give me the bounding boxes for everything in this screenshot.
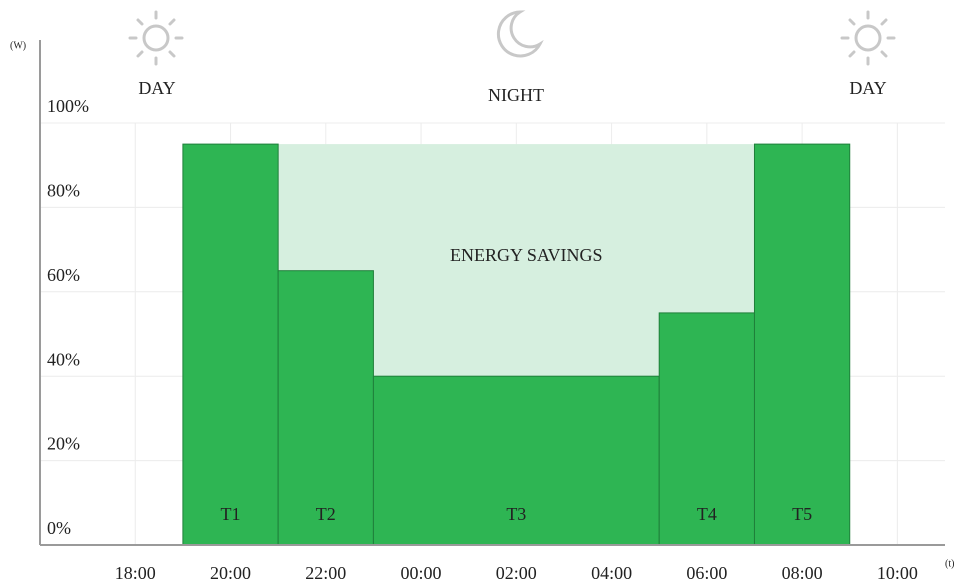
sun-disc [142, 24, 170, 52]
x-axis-unit: (t) [945, 558, 954, 569]
x-tick-label: 08:00 [782, 563, 823, 583]
bar-label: T5 [792, 504, 812, 524]
bar [658, 312, 755, 546]
phase-label: DAY [849, 78, 886, 98]
bar [182, 143, 279, 546]
sun-icon [128, 10, 184, 66]
x-tick-label: 10:00 [877, 563, 918, 583]
bar-label: T4 [697, 504, 717, 524]
y-tick-label: 60% [47, 265, 80, 285]
moon-icon [496, 10, 544, 58]
phase-label: NIGHT [488, 85, 544, 105]
bar [753, 143, 851, 546]
bar [372, 375, 660, 546]
foreground-layer: 0% 20% 40% 60% 80% 100% 18:00 20:00 22:00 00:00 02… [39, 40, 945, 583]
phase-label: DAY [138, 78, 175, 98]
x-tick-label: 02:00 [496, 563, 537, 583]
bar-label: T3 [506, 504, 526, 524]
y-tick-label: 0% [47, 518, 71, 538]
sun-icon [840, 10, 896, 66]
sun-rays [840, 10, 896, 66]
y-tick-label: 40% [47, 349, 80, 369]
x-tick-label: 04:00 [591, 563, 632, 583]
annotation-label: ENERGY SAVINGS [450, 245, 603, 265]
bar-label: T1 [221, 504, 241, 524]
x-tick-label: 22:00 [305, 563, 346, 583]
x-tick-label: 20:00 [210, 563, 251, 583]
bar [277, 270, 374, 546]
y-tick-label: 80% [47, 181, 80, 201]
x-tick-label: 00:00 [401, 563, 442, 583]
y-tick-label: 20% [47, 434, 80, 454]
x-tick-label: 06:00 [686, 563, 727, 583]
y-axis-unit: (W) [10, 40, 26, 51]
sun-rays [128, 10, 184, 66]
x-tick-label: 18:00 [115, 563, 156, 583]
y-tick-label: 100% [47, 96, 89, 116]
sun-disc [854, 24, 882, 52]
moon-shape [496, 10, 544, 58]
bar-label: T2 [316, 504, 336, 524]
